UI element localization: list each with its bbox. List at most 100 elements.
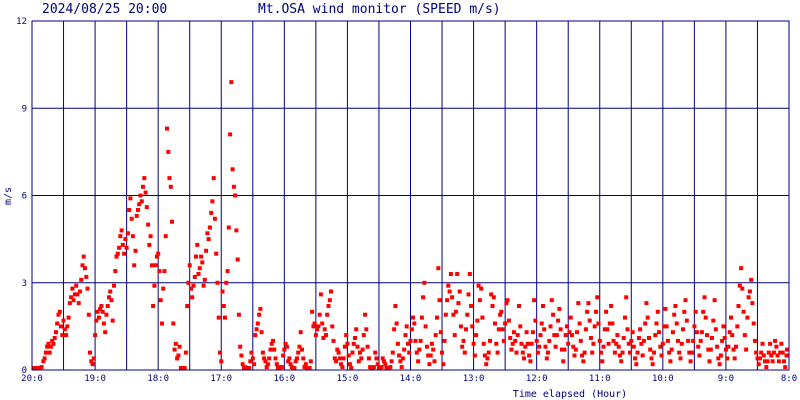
data-point bbox=[64, 333, 69, 338]
data-point bbox=[134, 213, 139, 218]
data-point bbox=[417, 347, 422, 352]
data-point bbox=[156, 251, 161, 256]
data-point bbox=[653, 333, 658, 338]
data-point bbox=[52, 336, 57, 340]
data-point bbox=[732, 356, 737, 361]
data-point bbox=[114, 254, 119, 259]
data-point bbox=[324, 333, 328, 338]
data-point bbox=[287, 356, 292, 361]
data-point bbox=[428, 353, 433, 358]
data-point bbox=[283, 341, 288, 346]
data-point bbox=[727, 330, 732, 335]
data-point bbox=[403, 333, 408, 338]
data-point bbox=[682, 309, 687, 314]
data-point bbox=[437, 298, 442, 303]
data-point bbox=[233, 193, 238, 198]
data-point bbox=[742, 333, 747, 338]
data-point bbox=[50, 338, 55, 343]
x-tick-labels: 20:0 19:0 18:0 17:0 16:0 15:0 14:0 13:0 12:0 11:0… bbox=[21, 374, 797, 384]
data-point bbox=[176, 353, 181, 358]
data-point bbox=[398, 359, 403, 364]
data-point bbox=[365, 344, 370, 349]
data-point bbox=[559, 347, 564, 352]
data-point bbox=[629, 338, 634, 343]
data-point bbox=[620, 350, 625, 355]
data-point bbox=[718, 353, 723, 358]
data-point bbox=[617, 353, 622, 358]
data-point bbox=[429, 341, 434, 346]
data-point bbox=[747, 289, 752, 294]
data-point bbox=[570, 333, 574, 338]
data-point bbox=[99, 304, 104, 308]
data-point bbox=[230, 167, 235, 172]
data-point bbox=[141, 184, 145, 189]
data-point bbox=[108, 289, 113, 294]
data-point bbox=[676, 338, 680, 343]
data-point bbox=[510, 341, 515, 346]
data-point bbox=[731, 347, 736, 352]
data-point bbox=[582, 350, 587, 355]
data-point bbox=[205, 231, 210, 236]
data-point bbox=[515, 333, 520, 338]
data-point bbox=[69, 295, 74, 300]
data-point bbox=[109, 298, 114, 303]
data-point bbox=[335, 347, 340, 352]
data-point bbox=[48, 344, 53, 349]
data-point bbox=[572, 353, 577, 358]
data-point bbox=[456, 301, 461, 306]
data-point bbox=[400, 356, 405, 361]
data-point bbox=[668, 359, 673, 364]
data-point bbox=[457, 289, 462, 294]
data-point bbox=[361, 333, 366, 338]
data-point bbox=[422, 280, 427, 285]
data-point bbox=[60, 333, 65, 338]
data-point bbox=[42, 356, 47, 361]
data-point bbox=[142, 176, 147, 181]
data-point bbox=[122, 251, 127, 256]
data-point bbox=[563, 333, 568, 338]
data-point bbox=[770, 359, 775, 364]
data-point bbox=[143, 190, 148, 195]
data-point bbox=[548, 324, 553, 329]
data-point bbox=[495, 350, 500, 355]
data-point bbox=[388, 365, 393, 370]
data-point bbox=[88, 350, 92, 355]
data-point bbox=[100, 309, 105, 314]
data-point bbox=[273, 356, 278, 361]
data-point bbox=[783, 365, 788, 370]
data-point bbox=[607, 321, 612, 326]
grid-lines bbox=[32, 21, 789, 370]
data-point bbox=[315, 327, 320, 332]
data-point bbox=[556, 318, 561, 323]
data-point bbox=[734, 344, 738, 349]
data-point bbox=[235, 257, 240, 262]
data-point bbox=[130, 234, 135, 239]
data-point bbox=[435, 315, 439, 320]
data-point bbox=[702, 295, 707, 300]
data-point bbox=[225, 269, 230, 274]
data-point bbox=[643, 321, 648, 326]
data-point bbox=[532, 298, 537, 303]
data-point bbox=[210, 199, 215, 204]
data-point bbox=[551, 312, 556, 317]
data-point bbox=[466, 292, 471, 297]
data-point bbox=[481, 341, 486, 346]
y-tick-label: 3 bbox=[22, 279, 27, 289]
data-point bbox=[426, 353, 431, 358]
data-point bbox=[586, 301, 591, 306]
data-point bbox=[247, 366, 251, 370]
data-point bbox=[67, 301, 72, 306]
data-point bbox=[249, 350, 254, 355]
y-axis-label: m/s bbox=[3, 187, 14, 205]
data-point bbox=[489, 292, 494, 297]
data-point bbox=[366, 356, 371, 361]
data-point bbox=[611, 338, 616, 343]
data-point bbox=[451, 312, 456, 317]
data-point bbox=[547, 338, 552, 343]
data-point bbox=[720, 338, 725, 343]
data-point bbox=[379, 365, 384, 370]
data-point bbox=[537, 344, 542, 349]
data-point bbox=[326, 304, 331, 308]
data-point bbox=[754, 350, 759, 355]
data-point bbox=[549, 298, 554, 303]
